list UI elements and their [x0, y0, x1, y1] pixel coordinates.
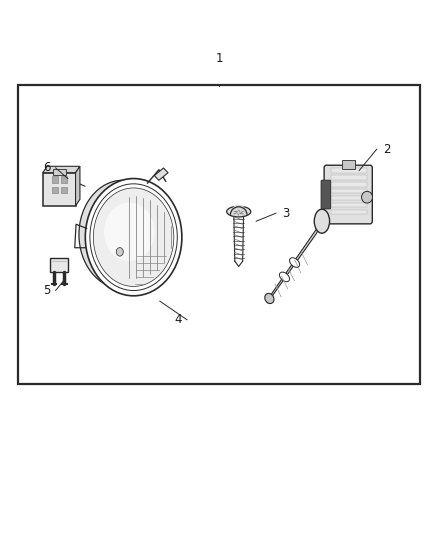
FancyBboxPatch shape — [324, 165, 372, 224]
Text: 1: 1 — [215, 52, 223, 65]
FancyBboxPatch shape — [321, 180, 331, 209]
FancyArrowPatch shape — [78, 183, 85, 186]
Polygon shape — [76, 166, 80, 206]
Text: 3: 3 — [283, 207, 290, 220]
Ellipse shape — [265, 293, 274, 304]
Text: 2: 2 — [383, 143, 391, 156]
Bar — [331, 189, 367, 193]
Polygon shape — [154, 168, 168, 180]
Polygon shape — [42, 166, 80, 173]
Bar — [61, 187, 67, 193]
FancyBboxPatch shape — [42, 173, 75, 206]
Bar — [61, 176, 67, 183]
Ellipse shape — [79, 180, 166, 289]
Ellipse shape — [361, 191, 373, 203]
Ellipse shape — [90, 184, 177, 290]
Bar — [53, 169, 66, 175]
Bar — [331, 210, 367, 214]
Bar — [52, 187, 58, 193]
Bar — [331, 196, 367, 200]
Ellipse shape — [290, 257, 300, 268]
Text: 4: 4 — [174, 313, 182, 326]
Bar — [331, 182, 367, 187]
Wedge shape — [230, 205, 247, 215]
Text: 6: 6 — [43, 161, 50, 174]
Bar — [331, 203, 367, 207]
Ellipse shape — [104, 203, 155, 261]
Ellipse shape — [85, 179, 182, 296]
Ellipse shape — [227, 206, 251, 217]
Text: 5: 5 — [43, 284, 50, 297]
Polygon shape — [267, 220, 323, 303]
Ellipse shape — [314, 209, 330, 233]
Bar — [342, 160, 355, 169]
Bar — [331, 175, 367, 180]
Bar — [18, 85, 420, 384]
Bar — [331, 168, 367, 173]
Bar — [50, 258, 68, 272]
Circle shape — [116, 247, 124, 256]
Ellipse shape — [279, 272, 290, 282]
Bar — [52, 176, 58, 183]
Ellipse shape — [93, 188, 174, 286]
